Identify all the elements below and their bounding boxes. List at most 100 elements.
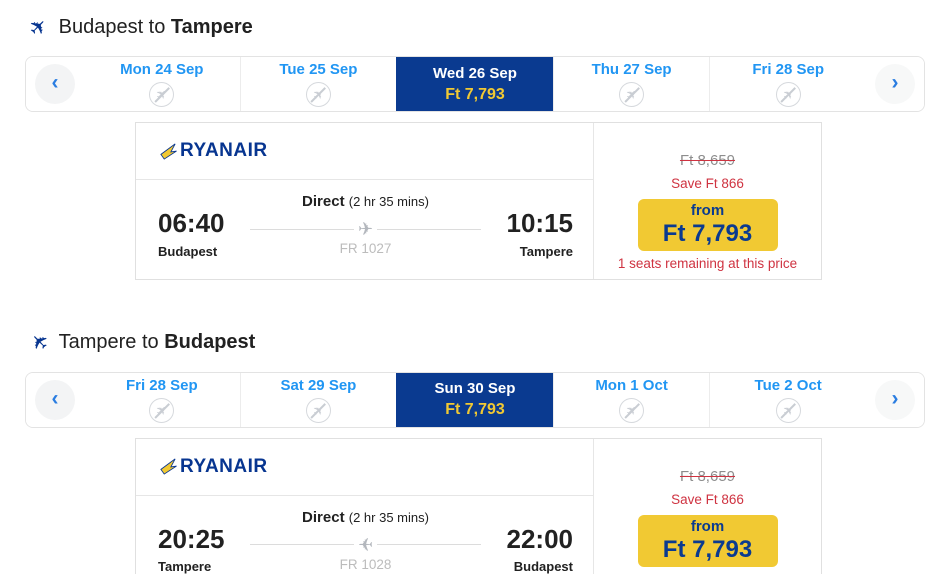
airline-row: RYANAIR: [136, 123, 593, 180]
date-tab-thu-27-sep[interactable]: Thu 27 Sep ✈: [552, 57, 710, 111]
route-segment: [250, 228, 354, 230]
flight-number: FR 1028: [339, 556, 392, 572]
origin-city: Tampere to: [58, 331, 165, 354]
destination-city: Budapest: [164, 331, 256, 354]
arrival-endpoint: 22:00 Budapest: [489, 524, 574, 574]
ryanair-logo: RYANAIR: [159, 456, 268, 478]
ryanair-logo: RYANAIR: [159, 140, 268, 162]
route-line: ✈: [250, 534, 481, 555]
prev-dates-button[interactable]: ‹: [26, 372, 84, 427]
airline-name: RYANAIR: [180, 140, 268, 161]
flight-type-line: Direct (2 hr 35 mins): [250, 193, 481, 210]
chevron-right-icon: ›: [874, 379, 915, 420]
ryanair-harp-icon: [160, 143, 177, 160]
flight-details: RYANAIR 20:25 Tampere Direct (2 hr 35 mi…: [136, 438, 594, 574]
savings-label: Save Ft 866: [671, 491, 744, 507]
date-tab-price: Ft 7,793: [445, 85, 505, 103]
flight-type-line: Direct (2 hr 35 mins): [250, 509, 481, 526]
route-segment: [377, 228, 481, 230]
route-middle: Direct (2 hr 35 mins) ✈ FR 1028: [242, 509, 489, 572]
date-tab-label: Tue 25 Sep: [279, 61, 358, 78]
arrival-time: 10:15: [506, 208, 574, 238]
route-segment: [250, 544, 354, 546]
plane-glyph: ✈: [622, 85, 641, 104]
no-flight-icon: ✈: [149, 82, 175, 107]
no-flight-icon: ✈: [305, 82, 331, 107]
route-segment: [377, 544, 481, 546]
route-plane-icon: ✈: [357, 219, 374, 239]
date-tab-label: Tue 2 Oct: [754, 376, 822, 394]
outbound-leg-section: ✈ Budapest to Tampere ‹ Mon 24 Sep ✈ Tue…: [0, 13, 951, 280]
original-price: Ft 8,659: [679, 152, 736, 169]
date-tab-sat-29-sep[interactable]: Sat 29 Sep ✈: [239, 372, 397, 427]
date-tab-label: Wed 26 Sep: [433, 64, 517, 82]
plane-glyph: ✈: [779, 85, 798, 104]
date-tab-fri-28-sep[interactable]: Fri 28 Sep ✈: [84, 372, 240, 427]
airline-name: RYANAIR: [180, 455, 268, 477]
flight-duration: (2 hr 35 mins): [348, 509, 429, 525]
date-tab-label: Fri 28 Sep: [125, 376, 198, 394]
route-middle: Direct (2 hr 35 mins) ✈ FR 1027: [242, 193, 489, 256]
arrival-city: Budapest: [513, 559, 573, 574]
date-tab-mon-24-sep[interactable]: Mon 24 Sep ✈: [84, 57, 240, 111]
destination-city: Tampere: [170, 15, 253, 38]
date-tab-sun-30-sep-selected[interactable]: Sun 30 Sep Ft 7,793: [396, 372, 553, 427]
return-plane-icon: ✈: [24, 328, 54, 357]
no-flight-icon: ✈: [305, 397, 331, 423]
plane-glyph: ✈: [152, 400, 171, 420]
return-title-text: Tampere to Budapest: [59, 331, 256, 354]
date-tab-tue-25-sep[interactable]: Tue 25 Sep ✈: [239, 57, 397, 111]
departure-endpoint: 20:25 Tampere: [158, 523, 242, 574]
date-tab-price: Ft 7,793: [445, 401, 505, 419]
seats-remaining-label: 1 seats remaining at this price: [617, 256, 798, 271]
arrival-city: Tampere: [519, 243, 573, 259]
fare-amount: Ft 7,793: [662, 535, 753, 563]
route-line: ✈: [250, 220, 481, 238]
flight-info: 06:40 Budapest Direct (2 hr 35 mins) ✈: [136, 180, 593, 279]
outbound-title: ✈ Budapest to Tampere: [24, 13, 951, 42]
flight-number: FR 1027: [339, 241, 392, 256]
return-title: ✈ Tampere to Budapest: [24, 328, 951, 357]
outbound-date-carousel: ‹ Mon 24 Sep ✈ Tue 25 Sep ✈ Wed 26 Sep F…: [25, 56, 925, 112]
plane-glyph: ✈: [309, 85, 328, 104]
date-tab-label: Mon 1 Oct: [595, 376, 668, 394]
savings-label: Save Ft 866: [671, 176, 744, 191]
select-fare-button[interactable]: from Ft 7,793: [637, 514, 778, 567]
next-dates-button[interactable]: ›: [865, 57, 924, 111]
flight-details: RYANAIR 06:40 Budapest Direct (2 hr 35 m…: [136, 123, 594, 279]
arrival-endpoint: 10:15 Tampere: [489, 208, 574, 259]
date-tab-label: Mon 24 Sep: [120, 61, 204, 78]
date-tab-fri-28-sep[interactable]: Fri 28 Sep ✈: [709, 57, 866, 111]
no-flight-icon: ✈: [619, 397, 645, 423]
select-fare-button[interactable]: from Ft 7,793: [637, 199, 778, 251]
fare-amount: Ft 7,793: [662, 220, 753, 248]
original-price: Ft 8,659: [679, 467, 736, 485]
date-tab-mon-1-oct[interactable]: Mon 1 Oct ✈: [552, 372, 710, 427]
flight-type: Direct: [302, 508, 345, 526]
price-panel: Ft 8,659 Save Ft 866 from Ft 7,793 2 sea…: [594, 439, 821, 574]
ryanair-harp-icon: [160, 458, 177, 475]
from-label: from: [690, 517, 725, 535]
plane-glyph: ✈: [779, 400, 798, 420]
chevron-right-icon: ›: [874, 64, 915, 104]
origin-city: Budapest to: [58, 15, 171, 38]
price-panel: Ft 8,659 Save Ft 866 from Ft 7,793 1 sea…: [594, 123, 821, 279]
date-tab-label: Thu 27 Sep: [591, 61, 672, 78]
date-tab-label: Fri 28 Sep: [752, 61, 825, 78]
from-label: from: [690, 202, 725, 220]
return-flight-card: RYANAIR 20:25 Tampere Direct (2 hr 35 mi…: [135, 437, 822, 574]
plane-glyph: ✈: [309, 400, 328, 420]
return-date-carousel: ‹ Fri 28 Sep ✈ Sat 29 Sep ✈ Sun 30 Sep F…: [25, 371, 925, 428]
departure-plane-icon: ✈: [24, 12, 54, 42]
outbound-title-text: Budapest to Tampere: [59, 16, 253, 39]
prev-dates-button[interactable]: ‹: [26, 57, 84, 111]
date-tab-wed-26-sep-selected[interactable]: Wed 26 Sep Ft 7,793: [396, 57, 553, 111]
no-flight-icon: ✈: [775, 82, 801, 107]
no-flight-icon: ✈: [775, 397, 801, 423]
no-flight-icon: ✈: [619, 82, 645, 107]
date-tab-tue-2-oct[interactable]: Tue 2 Oct ✈: [709, 372, 866, 427]
departure-time: 20:25: [158, 523, 225, 554]
next-dates-button[interactable]: ›: [865, 372, 924, 427]
route-plane-icon: ✈: [357, 534, 374, 555]
